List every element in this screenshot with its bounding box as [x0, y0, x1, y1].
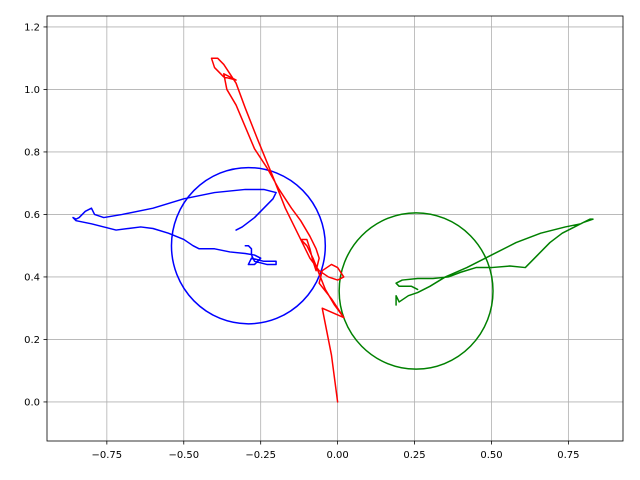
x-tick-label: −0.25 [245, 450, 276, 461]
x-tick-label: 0.50 [480, 450, 502, 461]
y-tick-label: 0.6 [24, 210, 40, 221]
series-line [395, 218, 594, 306]
circle-overlay [338, 212, 494, 370]
x-axis-ticks: −0.75 −0.50 −0.25 0.00 0.25 0.50 0.75 [92, 441, 580, 461]
series-line [210, 57, 345, 403]
x-tick-label: 0.25 [403, 450, 425, 461]
series-lines [72, 57, 594, 403]
y-axis-ticks: 0.0 0.2 0.4 0.6 0.8 1.0 1.2 [24, 22, 47, 408]
x-tick-label: −0.50 [168, 450, 199, 461]
y-tick-label: 0.8 [24, 147, 40, 158]
y-tick-label: 1.2 [24, 22, 40, 33]
y-tick-label: 0.2 [24, 335, 40, 346]
plot-frame [46, 15, 624, 442]
x-tick-label: −0.75 [92, 450, 123, 461]
circle-overlays [170, 166, 494, 370]
x-tick-label: 0.00 [326, 450, 348, 461]
y-tick-label: 1.0 [24, 85, 40, 96]
circle-overlay [170, 166, 327, 325]
y-tick-label: 0.4 [24, 272, 40, 283]
x-tick-label: 0.75 [557, 450, 579, 461]
y-tick-label: 0.0 [24, 397, 40, 408]
grid [47, 16, 623, 441]
series-line [72, 188, 277, 266]
